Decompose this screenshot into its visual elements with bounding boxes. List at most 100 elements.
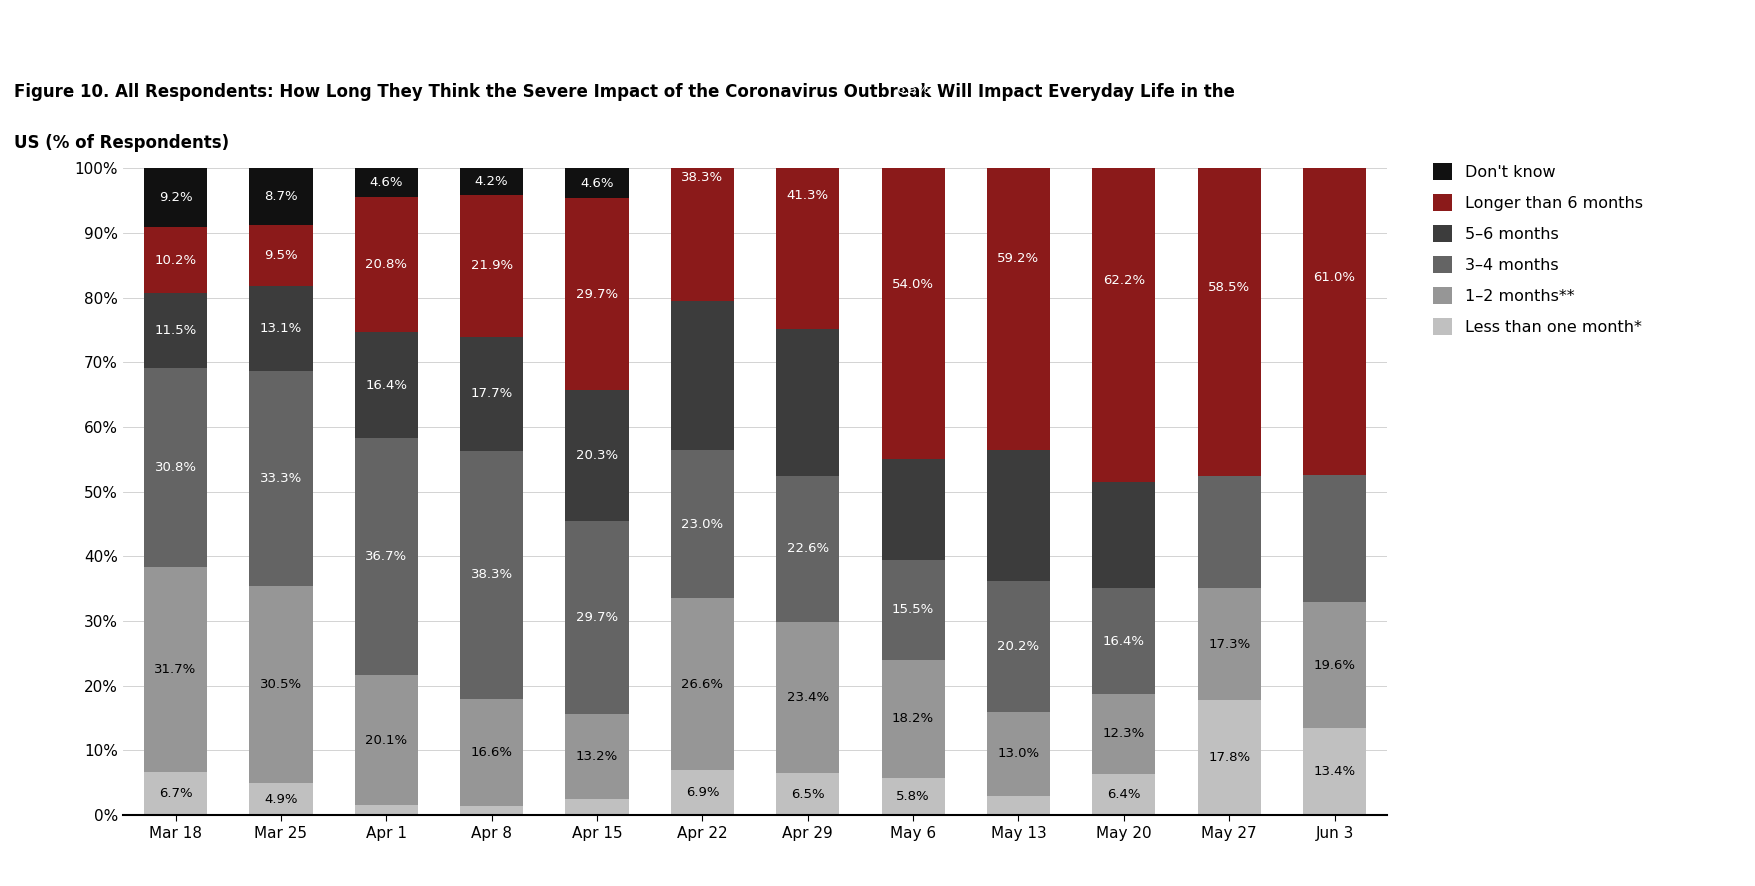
- Bar: [1302, 475, 1365, 602]
- Text: 23.4%: 23.4%: [786, 691, 828, 703]
- Text: 8.7%: 8.7%: [263, 190, 298, 203]
- Bar: [986, 796, 1049, 815]
- Bar: [355, 198, 418, 332]
- Text: 33.3%: 33.3%: [260, 472, 302, 485]
- Text: 20.8%: 20.8%: [365, 258, 407, 271]
- Bar: [249, 168, 312, 225]
- Bar: [670, 450, 734, 598]
- Bar: [1197, 97, 1260, 476]
- Text: 17.7%: 17.7%: [470, 387, 512, 400]
- Bar: [670, 301, 734, 450]
- Bar: [355, 167, 418, 198]
- Text: Figure 10. All Respondents: How Long They Think the Severe Impact of the Coronav: Figure 10. All Respondents: How Long The…: [14, 83, 1234, 101]
- Text: 16.6%: 16.6%: [470, 746, 512, 759]
- Bar: [460, 806, 523, 815]
- Text: 23.0%: 23.0%: [681, 517, 723, 531]
- Bar: [565, 713, 628, 799]
- Bar: [670, 771, 734, 815]
- Text: 41.3%: 41.3%: [786, 190, 828, 202]
- Text: 6.4%: 6.4%: [1211, 71, 1246, 83]
- Text: 31.7%: 31.7%: [154, 663, 197, 676]
- Text: 20.3%: 20.3%: [576, 449, 618, 462]
- Bar: [565, 390, 628, 522]
- Bar: [881, 110, 944, 460]
- Legend: Don't know, Longer than 6 months, 5–6 months, 3–4 months, 1–2 months**, Less tha: Don't know, Longer than 6 months, 5–6 mo…: [1432, 163, 1643, 335]
- Text: 9.5%: 9.5%: [263, 249, 298, 262]
- Bar: [1092, 80, 1155, 482]
- Bar: [1302, 81, 1365, 475]
- Bar: [565, 522, 628, 713]
- Bar: [1092, 62, 1155, 80]
- Bar: [565, 168, 628, 198]
- Bar: [881, 460, 944, 560]
- Bar: [1302, 602, 1365, 728]
- Text: 19.6%: 19.6%: [1313, 658, 1355, 672]
- Text: 6.3%: 6.3%: [790, 35, 825, 49]
- Text: 6.0%: 6.0%: [1316, 54, 1351, 67]
- Bar: [1302, 42, 1365, 81]
- Bar: [460, 167, 523, 195]
- Bar: [670, 598, 734, 771]
- Text: 13.2%: 13.2%: [576, 750, 618, 763]
- Text: 4.6%: 4.6%: [369, 176, 404, 189]
- Bar: [565, 198, 628, 390]
- Bar: [144, 293, 207, 368]
- Bar: [355, 805, 418, 815]
- Text: 20.2%: 20.2%: [997, 640, 1039, 653]
- Text: 36.7%: 36.7%: [365, 550, 407, 563]
- Bar: [670, 19, 734, 53]
- Bar: [986, 450, 1049, 581]
- Text: 4.6%: 4.6%: [1000, 46, 1035, 59]
- Bar: [1092, 588, 1155, 694]
- Bar: [144, 567, 207, 772]
- Bar: [776, 62, 839, 330]
- Text: 15.5%: 15.5%: [892, 603, 934, 617]
- Bar: [249, 370, 312, 587]
- Bar: [986, 581, 1049, 711]
- Text: 13.4%: 13.4%: [1313, 766, 1355, 778]
- Bar: [249, 783, 312, 815]
- Bar: [881, 778, 944, 815]
- Text: 18.2%: 18.2%: [892, 712, 934, 726]
- Bar: [670, 53, 734, 301]
- Text: 29.7%: 29.7%: [576, 288, 618, 300]
- Bar: [881, 560, 944, 660]
- Text: 5.8%: 5.8%: [895, 789, 930, 803]
- Text: 38.3%: 38.3%: [681, 171, 723, 183]
- Bar: [355, 675, 418, 805]
- Text: 10.2%: 10.2%: [154, 253, 197, 267]
- Bar: [1302, 728, 1365, 815]
- Text: 30.5%: 30.5%: [260, 679, 302, 691]
- Bar: [249, 286, 312, 370]
- Bar: [1197, 588, 1260, 700]
- Text: 29.7%: 29.7%: [576, 611, 618, 624]
- Bar: [565, 799, 628, 815]
- Text: 21.9%: 21.9%: [470, 260, 512, 272]
- Text: 59.2%: 59.2%: [997, 253, 1039, 266]
- Bar: [776, 476, 839, 622]
- Bar: [776, 330, 839, 476]
- Bar: [144, 368, 207, 567]
- Bar: [460, 337, 523, 451]
- Text: 6.5%: 6.5%: [895, 82, 930, 96]
- Bar: [1092, 482, 1155, 588]
- Bar: [1092, 773, 1155, 815]
- Text: 16.4%: 16.4%: [1102, 634, 1144, 648]
- Bar: [460, 451, 523, 699]
- Bar: [881, 660, 944, 778]
- Text: 5.3%: 5.3%: [684, 29, 720, 43]
- Text: 6.4%: 6.4%: [1106, 788, 1141, 801]
- Text: 4.6%: 4.6%: [579, 176, 614, 190]
- Text: 12.3%: 12.3%: [1102, 727, 1144, 741]
- Bar: [1197, 57, 1260, 97]
- Bar: [144, 227, 207, 293]
- Bar: [460, 195, 523, 337]
- Bar: [1197, 476, 1260, 588]
- Text: 4.9%: 4.9%: [263, 793, 298, 805]
- Text: 54.0%: 54.0%: [892, 278, 934, 291]
- Bar: [249, 587, 312, 783]
- Text: 20.1%: 20.1%: [365, 734, 407, 747]
- Text: 6.7%: 6.7%: [158, 787, 193, 800]
- Bar: [776, 622, 839, 773]
- Text: 11.5%: 11.5%: [154, 324, 197, 337]
